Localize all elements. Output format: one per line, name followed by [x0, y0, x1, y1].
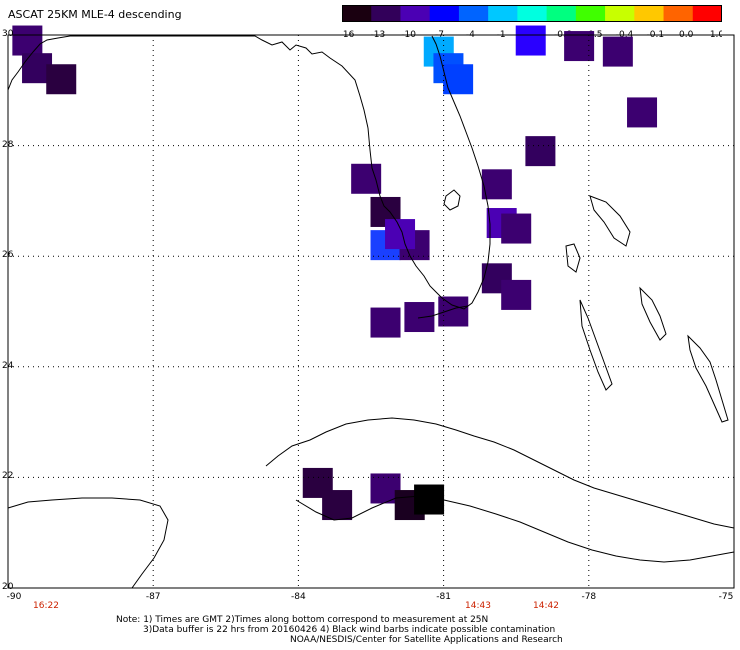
note-line-2: 3)Data buffer is 22 hrs from 20160426 4)…: [143, 625, 556, 635]
legend-border: [342, 5, 722, 22]
pass-time-label: 14:42: [533, 601, 559, 611]
bahamas-abaco: [589, 195, 631, 247]
coastlines: [7, 35, 735, 589]
ascat-cell: [501, 279, 532, 310]
ascat-cell: [443, 64, 474, 95]
ascat-cell: [627, 97, 658, 128]
legend-swatch: [371, 5, 401, 21]
pass-time-label: 14:43: [465, 601, 491, 611]
ascat-cell: [481, 169, 512, 200]
legend-swatch: [429, 5, 460, 21]
legend-swatch: [400, 5, 431, 21]
ascat-cell: [12, 25, 43, 56]
latitude-label: 26: [2, 250, 14, 261]
longitude-label: -90: [6, 592, 22, 602]
ascat-cells: [12, 25, 658, 521]
yucatan-coast: [7, 497, 169, 589]
ascat-cell: [404, 302, 435, 333]
latitude-label: 30: [2, 29, 14, 39]
ascat-cell: [525, 136, 556, 167]
latitude-label: 28: [2, 139, 14, 150]
ascat-cell: [351, 163, 382, 194]
ascat-cell: [501, 213, 532, 244]
ascat-cell: [46, 64, 77, 95]
map-title: ASCAT 25KM MLE-4 descending: [8, 8, 182, 21]
florida-keys: [417, 305, 469, 319]
legend-swatch: [663, 5, 694, 21]
ascat-cell: [438, 296, 469, 327]
legend-swatch: [634, 5, 665, 21]
ascat-cell: [385, 219, 416, 250]
gulf-coast-north: [7, 35, 369, 129]
cuba-coast: [265, 417, 735, 529]
bahamas-long: [579, 299, 613, 391]
bahamas-eleuthera: [639, 286, 667, 341]
legend-swatch: [575, 5, 606, 21]
longitude-label: -84: [291, 592, 306, 602]
longitude-label: -75: [718, 592, 734, 602]
graticule: [8, 35, 734, 588]
note-line-3: NOAA/NESDIS/Center for Satellite Applica…: [290, 635, 563, 645]
legend-swatch: [488, 5, 518, 21]
legend-swatch: [546, 5, 577, 21]
map-frame: [7, 34, 735, 589]
legend-swatch: [342, 5, 372, 21]
latitude-label: 22: [2, 471, 14, 482]
lake-okeechobee: [443, 189, 461, 211]
longitude-label: -81: [436, 592, 451, 602]
longitude-label: -78: [581, 592, 597, 602]
latitude-label: 20: [2, 582, 14, 592]
ascat-cell: [370, 307, 401, 338]
ascat-cell: [515, 25, 546, 56]
ascat-cell: [322, 490, 353, 521]
legend-swatch: [692, 5, 722, 21]
bahamas-south: [687, 334, 729, 423]
bahamas-andros: [565, 243, 581, 273]
pass-time-label: 16:22: [33, 601, 59, 611]
cuba-coast-south: [295, 495, 735, 563]
longitude-label: -87: [145, 592, 161, 602]
legend-swatch: [605, 5, 635, 21]
ascat-cell: [602, 36, 633, 67]
ascat-cell: [564, 31, 595, 62]
note-line-1: Note: 1) Times are GMT 2)Times along bot…: [116, 615, 489, 625]
latitude-label: 24: [2, 360, 14, 371]
legend-swatch: [517, 5, 548, 21]
legend-swatch: [458, 5, 489, 21]
